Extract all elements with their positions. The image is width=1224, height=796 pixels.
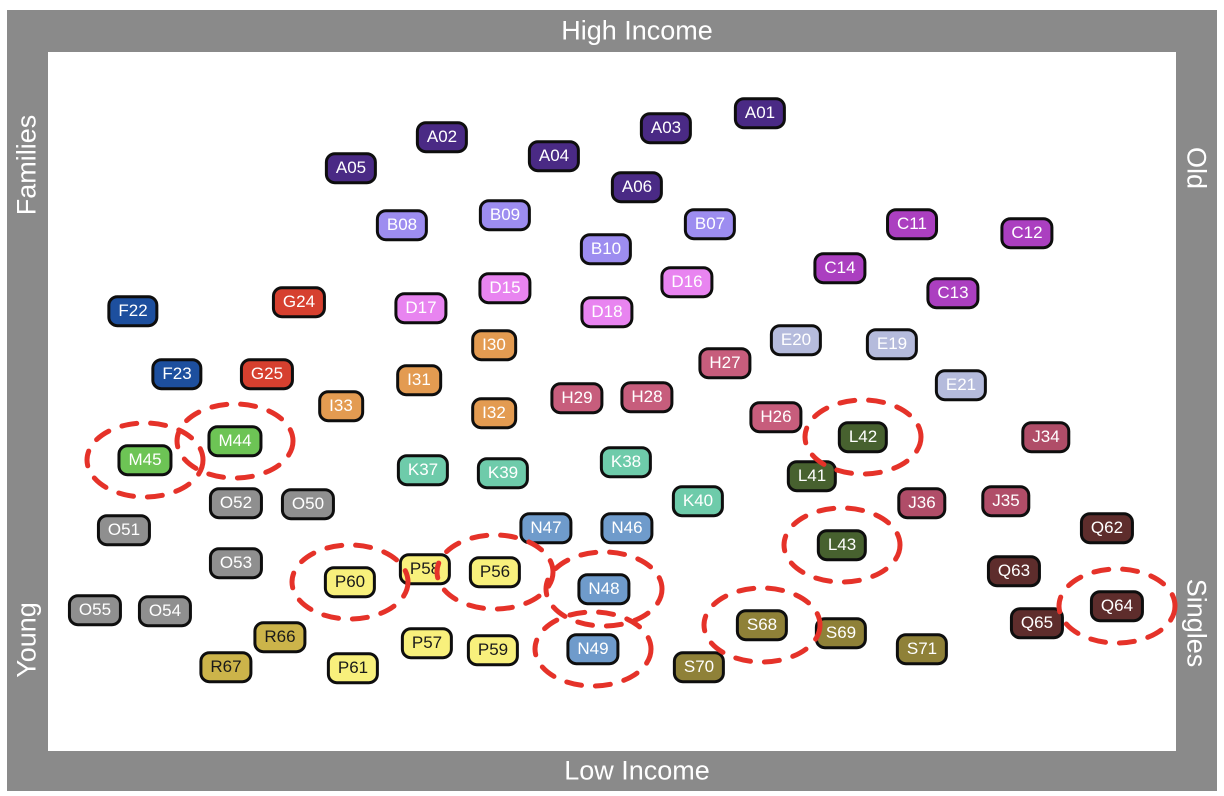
segment-badge-q63[interactable]: Q63 [986,555,1042,587]
segment-badge-i30[interactable]: I30 [471,329,517,361]
segment-badge-a01[interactable]: A01 [733,97,787,129]
segment-badge-b07[interactable]: B07 [683,208,737,240]
segment-badge-a03[interactable]: A03 [639,112,693,144]
segment-badge-o51[interactable]: O51 [96,514,152,546]
segment-badge-g24[interactable]: G24 [271,286,327,318]
segment-badge-a05[interactable]: A05 [324,152,378,184]
segment-badge-c14[interactable]: C14 [813,252,867,284]
segment-badge-l42[interactable]: L42 [837,421,889,453]
segment-badge-i33[interactable]: I33 [318,390,364,422]
segment-badge-s71[interactable]: S71 [895,633,949,665]
axis-label-singles: Singles [1181,578,1212,668]
segment-badge-m45[interactable]: M45 [117,444,173,476]
segment-badge-a02[interactable]: A02 [415,121,469,153]
segment-badge-r66[interactable]: R66 [253,621,307,653]
segment-badge-p57[interactable]: P57 [400,627,454,659]
segment-badge-d18[interactable]: D18 [580,296,634,328]
segment-badge-b10[interactable]: B10 [579,233,633,265]
segment-badge-s69[interactable]: S69 [814,617,868,649]
segment-badge-p59[interactable]: P59 [466,634,520,666]
axis-label-old: Old [1181,146,1212,190]
segment-badge-l43[interactable]: L43 [816,529,868,561]
segment-badge-h29[interactable]: H29 [550,382,604,414]
segment-badge-h27[interactable]: H27 [698,347,752,379]
segment-badge-b09[interactable]: B09 [478,199,532,231]
segment-badge-m44[interactable]: M44 [207,425,263,457]
segment-badge-p58[interactable]: P58 [398,553,452,585]
axis-label-families: Families [11,114,42,216]
segment-badge-q62[interactable]: Q62 [1079,512,1135,544]
segment-badge-s70[interactable]: S70 [672,651,726,683]
segment-badge-j34[interactable]: J34 [1021,421,1071,453]
segment-badge-i31[interactable]: I31 [396,364,442,396]
segment-badge-l41[interactable]: L41 [786,460,838,492]
segment-badge-k37[interactable]: K37 [396,454,450,486]
segment-badge-o54[interactable]: O54 [137,595,193,627]
segment-badge-n47[interactable]: N47 [519,512,573,544]
segment-badge-n46[interactable]: N46 [600,512,654,544]
segment-badge-q64[interactable]: Q64 [1089,590,1145,622]
axis-label-young: Young [11,602,42,678]
segment-badge-j36[interactable]: J36 [897,487,947,519]
segment-badge-g25[interactable]: G25 [239,358,295,390]
segment-badge-e21[interactable]: E21 [934,369,988,401]
segment-badge-n49[interactable]: N49 [566,633,620,665]
segment-badge-d15[interactable]: D15 [478,272,532,304]
segment-badge-j35[interactable]: J35 [981,485,1031,517]
segment-badge-f23[interactable]: F23 [151,358,203,390]
segment-badge-a04[interactable]: A04 [527,140,581,172]
segment-badge-k38[interactable]: K38 [599,446,653,478]
segment-badge-h26[interactable]: H26 [749,401,803,433]
segment-badge-p56[interactable]: P56 [468,556,522,588]
map-frame: High Income Low Income Families Young Ol… [7,10,1217,791]
axis-label-high-income: High Income [561,15,713,46]
segment-badge-o50[interactable]: O50 [280,488,336,520]
segment-badge-q65[interactable]: Q65 [1009,607,1065,639]
segment-badge-e20[interactable]: E20 [769,324,823,356]
segment-badge-k39[interactable]: K39 [476,457,530,489]
segment-badge-o52[interactable]: O52 [208,487,264,519]
segment-badge-a06[interactable]: A06 [610,171,664,203]
segment-badge-o55[interactable]: O55 [67,594,123,626]
segment-badge-k40[interactable]: K40 [671,485,725,517]
segment-badge-b08[interactable]: B08 [375,209,429,241]
segment-badge-f22[interactable]: F22 [107,295,159,327]
segment-badge-d16[interactable]: D16 [660,266,714,298]
segment-badge-e19[interactable]: E19 [865,328,919,360]
segment-badge-d17[interactable]: D17 [394,292,448,324]
segment-badge-p61[interactable]: P61 [326,652,380,684]
segment-badge-o53[interactable]: O53 [208,547,264,579]
segment-badge-r67[interactable]: R67 [199,651,253,683]
segment-badge-c12[interactable]: C12 [1000,217,1054,249]
segment-badge-c11[interactable]: C11 [886,208,938,240]
segment-badge-p60[interactable]: P60 [323,566,377,598]
segment-badge-c13[interactable]: C13 [926,277,980,309]
axis-label-low-income: Low Income [564,755,710,786]
segment-badge-s68[interactable]: S68 [735,609,789,641]
segment-badge-i32[interactable]: I32 [471,397,517,429]
segment-badge-h28[interactable]: H28 [620,381,674,413]
segment-badge-n48[interactable]: N48 [577,573,631,605]
